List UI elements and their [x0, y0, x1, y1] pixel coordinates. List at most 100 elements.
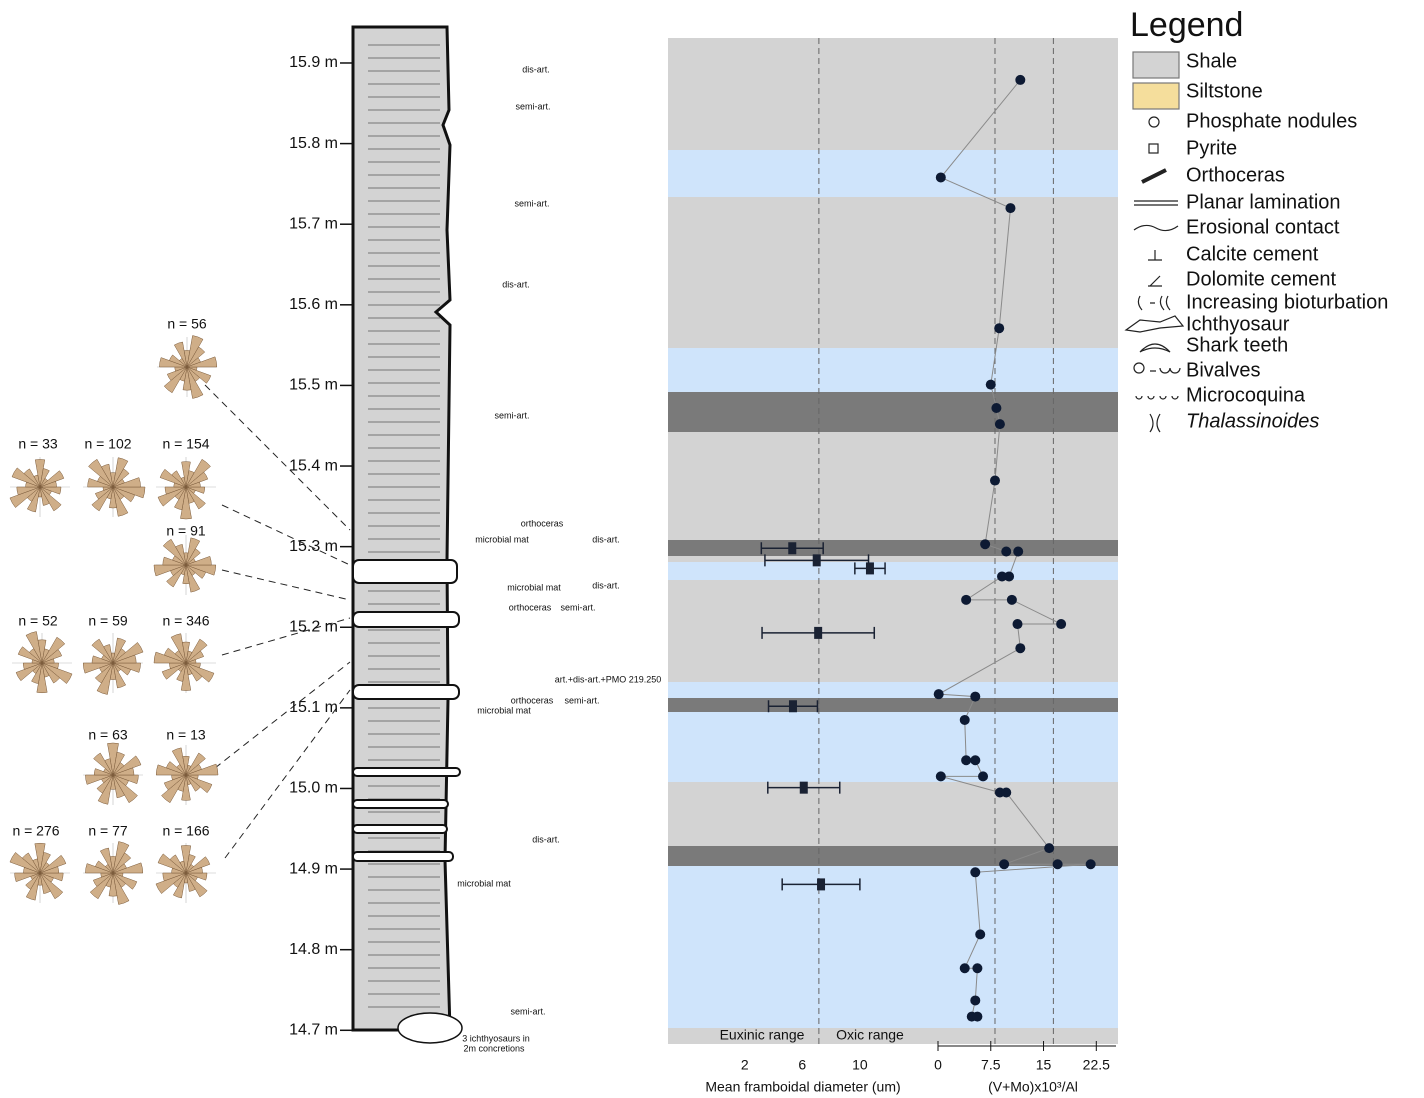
legend-item: Dolomite cement [1186, 268, 1337, 290]
mean-marker [813, 554, 821, 566]
legend-item: Microcoquina [1186, 384, 1306, 406]
x-tick-label: 15 [1036, 1057, 1052, 1073]
rose-label: n = 276 [12, 823, 59, 839]
data-point [961, 595, 971, 605]
x-tick-label: 22.5 [1083, 1057, 1110, 1073]
rose-label: n = 59 [88, 613, 128, 629]
x-tick-label: 0 [934, 1057, 942, 1073]
data-point [960, 715, 970, 725]
annotation: orthoceras [509, 602, 552, 612]
data-point [1015, 75, 1025, 85]
legend-item: Erosional contact [1186, 216, 1340, 238]
y-tick-label: 15.3 m [289, 538, 338, 555]
rose-label: n = 13 [166, 727, 206, 743]
mean-marker [817, 878, 825, 890]
data-point [934, 689, 944, 699]
data-point [997, 571, 1007, 581]
y-tick-label: 15.1 m [289, 699, 338, 716]
y-tick-label: 15.8 m [289, 135, 338, 152]
rose-label: n = 77 [88, 823, 128, 839]
rose-label: n = 154 [162, 436, 209, 452]
data-point [975, 929, 985, 939]
data-point [936, 172, 946, 182]
data-point [1013, 546, 1023, 556]
annotation: 3 ichthyosaurs in [462, 1033, 530, 1043]
mean-marker [866, 562, 874, 574]
lithology-column [353, 27, 462, 1043]
data-point [970, 755, 980, 765]
annotation: dis-art. [532, 834, 560, 844]
data-point [972, 1012, 982, 1022]
y-tick-label: 14.8 m [289, 941, 338, 958]
legend-item: Ichthyosaur [1186, 313, 1290, 335]
legend-item: Phosphate nodules [1186, 110, 1357, 132]
data-point [994, 323, 1004, 333]
legend-item: Shark teeth [1186, 334, 1288, 356]
legend-item: Shale [1186, 50, 1237, 72]
y-tick-label: 15.5 m [289, 377, 338, 394]
rose-label: n = 56 [167, 316, 207, 332]
legend-item: Calcite cement [1186, 243, 1319, 265]
mean-marker [788, 542, 796, 554]
annotation: dis-art. [592, 534, 620, 544]
data-point [1086, 859, 1096, 869]
facies-bands [668, 38, 1118, 1044]
legend-item: Pyrite [1186, 137, 1237, 159]
annotation: semi-art. [515, 101, 550, 111]
y-tick-label: 15.0 m [289, 780, 338, 797]
legend-item: Siltstone [1186, 80, 1263, 102]
legend-item: Increasing bioturbation [1186, 291, 1388, 313]
annotation: orthoceras [521, 518, 564, 528]
data-point [970, 995, 980, 1005]
data-point [972, 963, 982, 973]
annotation: Oxic range [836, 1027, 904, 1043]
legend-item: Planar lamination [1186, 191, 1341, 213]
legend-item: Bivalves [1186, 359, 1260, 381]
figure: Legend ShaleSiltstonePhosphate nodulesPy… [0, 0, 1424, 1098]
annotation: 2m concretions [463, 1043, 525, 1053]
data-point [1015, 643, 1025, 653]
x-tick-label: 7.5 [981, 1057, 1001, 1073]
rose-label: n = 346 [162, 613, 209, 629]
annotation: semi-art. [514, 198, 549, 208]
data-point [970, 867, 980, 877]
data-point [1013, 619, 1023, 629]
data-point [970, 692, 980, 702]
data-point [1056, 619, 1066, 629]
annotation: semi-art. [564, 695, 599, 705]
data-point [1001, 788, 1011, 798]
data-point [978, 771, 988, 781]
data-point [1044, 843, 1054, 853]
data-point [961, 755, 971, 765]
y-tick-label: 15.4 m [289, 457, 338, 474]
annotation: semi-art. [560, 602, 595, 612]
y-tick-label: 14.7 m [289, 1022, 338, 1039]
mean-marker [814, 627, 822, 639]
mean-marker [789, 700, 797, 712]
data-point [960, 963, 970, 973]
annotation: dis-art. [502, 279, 530, 289]
y-tick-label: 15.2 m [289, 618, 338, 635]
annotation: microbial mat [457, 878, 511, 888]
rose-label: n = 63 [88, 727, 128, 743]
data-point [991, 403, 1001, 413]
rose-label: n = 102 [84, 436, 131, 452]
rose-label: n = 33 [18, 436, 58, 452]
x-tick-label: 2 [741, 1057, 749, 1073]
data-point [1053, 859, 1063, 869]
annotation: art.+dis-art.+PMO 219.250 [555, 674, 662, 684]
data-point [995, 419, 1005, 429]
annotation: microbial mat [507, 582, 561, 592]
x-tick-label: 10 [852, 1057, 868, 1073]
y-tick-label: 15.6 m [289, 296, 338, 313]
y-tick-label: 14.9 m [289, 860, 338, 877]
annotation: Euxinic range [720, 1027, 805, 1043]
legend-symbols [1126, 52, 1183, 432]
annotation: microbial mat [475, 534, 529, 544]
data-point [936, 771, 946, 781]
data-point [1005, 203, 1015, 213]
data-point [986, 380, 996, 390]
rose-label: n = 166 [162, 823, 209, 839]
annotation: semi-art. [494, 410, 529, 420]
